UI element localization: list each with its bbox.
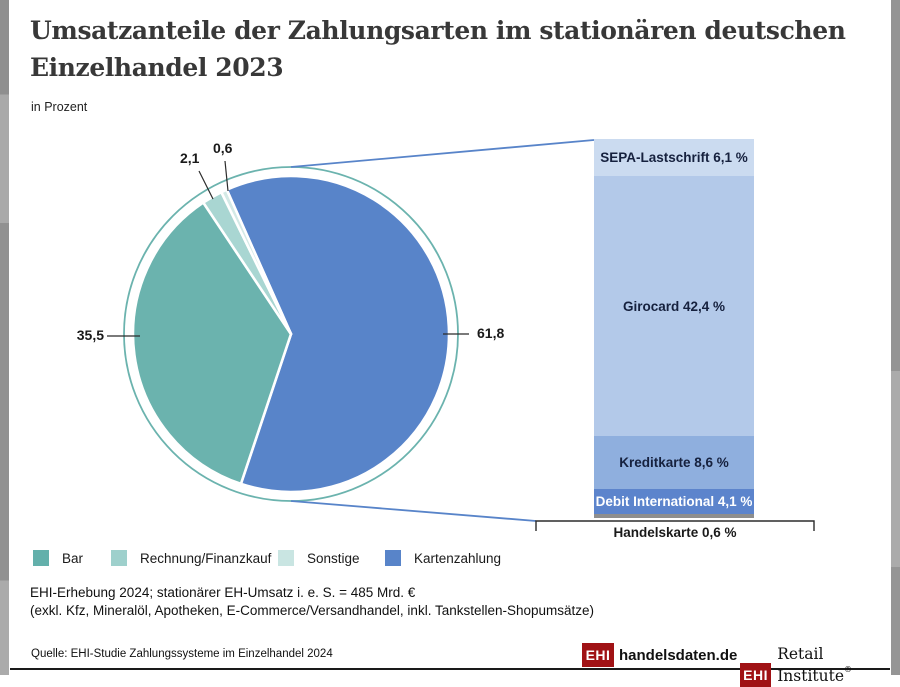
legend-swatch-rechnung: [111, 550, 127, 566]
pie-value-bar: 35,5: [76, 327, 104, 343]
legend-swatch-bar: [33, 550, 49, 566]
legend-label: Kartenzahlung: [414, 550, 502, 566]
legend-item-kartenzahlung: Kartenzahlung: [385, 550, 501, 566]
legend-item-sonstige: Sonstige: [278, 550, 360, 566]
logo-retail-institute: EHI Retail Institute®: [740, 643, 900, 687]
pie-value-sonstige: 0,6: [213, 140, 233, 156]
right-scrollbar[interactable]: [891, 0, 900, 675]
legend: Bar Rechnung/Finanzkauf Sonstige Kartenz…: [0, 550, 900, 570]
pie-value-kartenzahlung: 61,8: [477, 325, 505, 341]
card-breakdown-bar: SEPA-Lastschrift 6,1 % Girocard 42,4 % K…: [594, 139, 754, 518]
page-title: Umsatzanteile der Zahlungsarten im stati…: [30, 12, 870, 86]
logo-handelsdaten: EHI handelsdaten.de: [582, 643, 737, 667]
title-line-1: Umsatzanteile der Zahlungsarten im stati…: [30, 16, 846, 45]
title-line-2: Einzelhandel 2023: [30, 53, 284, 82]
bottom-rule: [10, 668, 890, 670]
bar-segment-label: Kreditkarte 8,6 %: [619, 455, 729, 471]
logo-retail-institute-text: Retail Institute®: [777, 643, 900, 687]
legend-label: Rechnung/Finanzkauf: [140, 550, 272, 566]
bar-segment-sepa-lastschrift: SEPA-Lastschrift 6,1 %: [594, 139, 754, 177]
bar-segment-debit-international: Debit International 4,1 %: [594, 489, 754, 515]
ehi-badge-icon: EHI: [582, 643, 614, 667]
logo-retail-institute-name: Retail Institute: [777, 645, 845, 685]
footnote-line-2: (exkl. Kfz, Mineralöl, Apotheken, E-Comm…: [30, 603, 595, 618]
bar-segment-girocard: Girocard 42,4 %: [594, 176, 754, 437]
legend-swatch-sonstige: [278, 550, 294, 566]
footnote-line-1: EHI-Erhebung 2024; stationärer EH-Umsatz…: [30, 585, 416, 600]
bar-segment-handelskarte: [594, 514, 754, 518]
legend-swatch-kartenzahlung: [385, 550, 401, 566]
pie-value-rechnung: 2,1: [180, 150, 200, 166]
source-line: Quelle: EHI-Studie Zahlungssysteme im Ei…: [31, 648, 333, 660]
unit-label: in Prozent: [31, 100, 88, 114]
handelskarte-label: Handelskarte 0,6 %: [613, 525, 737, 540]
bar-segment-label: Girocard 42,4 %: [622, 298, 726, 314]
legend-label: Bar: [62, 550, 84, 566]
left-scrollbar[interactable]: [0, 0, 9, 675]
legend-label: Sonstige: [307, 550, 360, 566]
bar-segment-label: SEPA-Lastschrift 6,1 %: [600, 150, 748, 166]
logo-handelsdaten-text: handelsdaten.de: [619, 647, 738, 664]
legend-item-rechnung-finanzkauf: Rechnung/Finanzkauf: [111, 550, 271, 566]
bar-segment-kreditkarte: Kreditkarte 8,6 %: [594, 436, 754, 490]
bar-segment-label: Debit International 4,1 %: [595, 494, 753, 510]
ehi-badge-icon: EHI: [740, 663, 772, 687]
legend-item-bar: Bar: [33, 550, 83, 566]
footnote: EHI-Erhebung 2024; stationärer EH-Umsatz…: [30, 584, 594, 620]
registered-mark-icon: ®: [844, 665, 853, 674]
